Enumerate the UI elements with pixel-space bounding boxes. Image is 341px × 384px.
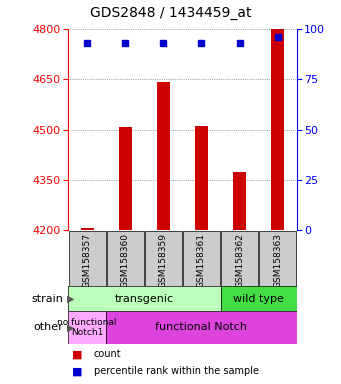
Text: GSM158362: GSM158362 xyxy=(235,233,244,288)
Text: GSM158359: GSM158359 xyxy=(159,233,168,288)
Bar xyxy=(80,228,94,230)
Bar xyxy=(233,172,246,230)
Bar xyxy=(195,126,208,230)
Text: GDS2848 / 1434459_at: GDS2848 / 1434459_at xyxy=(90,6,251,20)
Text: GSM158357: GSM158357 xyxy=(83,233,92,288)
Bar xyxy=(68,286,221,311)
Bar xyxy=(107,231,144,286)
Text: GSM158361: GSM158361 xyxy=(197,233,206,288)
Bar xyxy=(183,231,220,286)
Text: GSM158363: GSM158363 xyxy=(273,233,282,288)
Text: ▶: ▶ xyxy=(66,293,74,304)
Text: functional Notch: functional Notch xyxy=(155,322,248,333)
Bar xyxy=(271,29,284,230)
Bar xyxy=(68,311,106,344)
Text: ■: ■ xyxy=(72,366,82,376)
Bar xyxy=(221,231,258,286)
Text: other: other xyxy=(33,322,63,333)
Bar xyxy=(69,231,105,286)
Bar xyxy=(260,231,296,286)
Text: no functional
Notch1: no functional Notch1 xyxy=(58,318,117,337)
Bar xyxy=(119,127,132,230)
Bar xyxy=(221,286,297,311)
Text: ▶: ▶ xyxy=(66,322,74,333)
Text: transgenic: transgenic xyxy=(115,293,174,304)
Text: percentile rank within the sample: percentile rank within the sample xyxy=(94,366,259,376)
Text: strain: strain xyxy=(31,293,63,304)
Text: GSM158360: GSM158360 xyxy=(121,233,130,288)
Bar xyxy=(106,311,297,344)
Text: count: count xyxy=(94,349,121,359)
Bar xyxy=(157,82,170,230)
Bar xyxy=(145,231,182,286)
Text: ■: ■ xyxy=(72,349,82,359)
Text: wild type: wild type xyxy=(233,293,284,304)
